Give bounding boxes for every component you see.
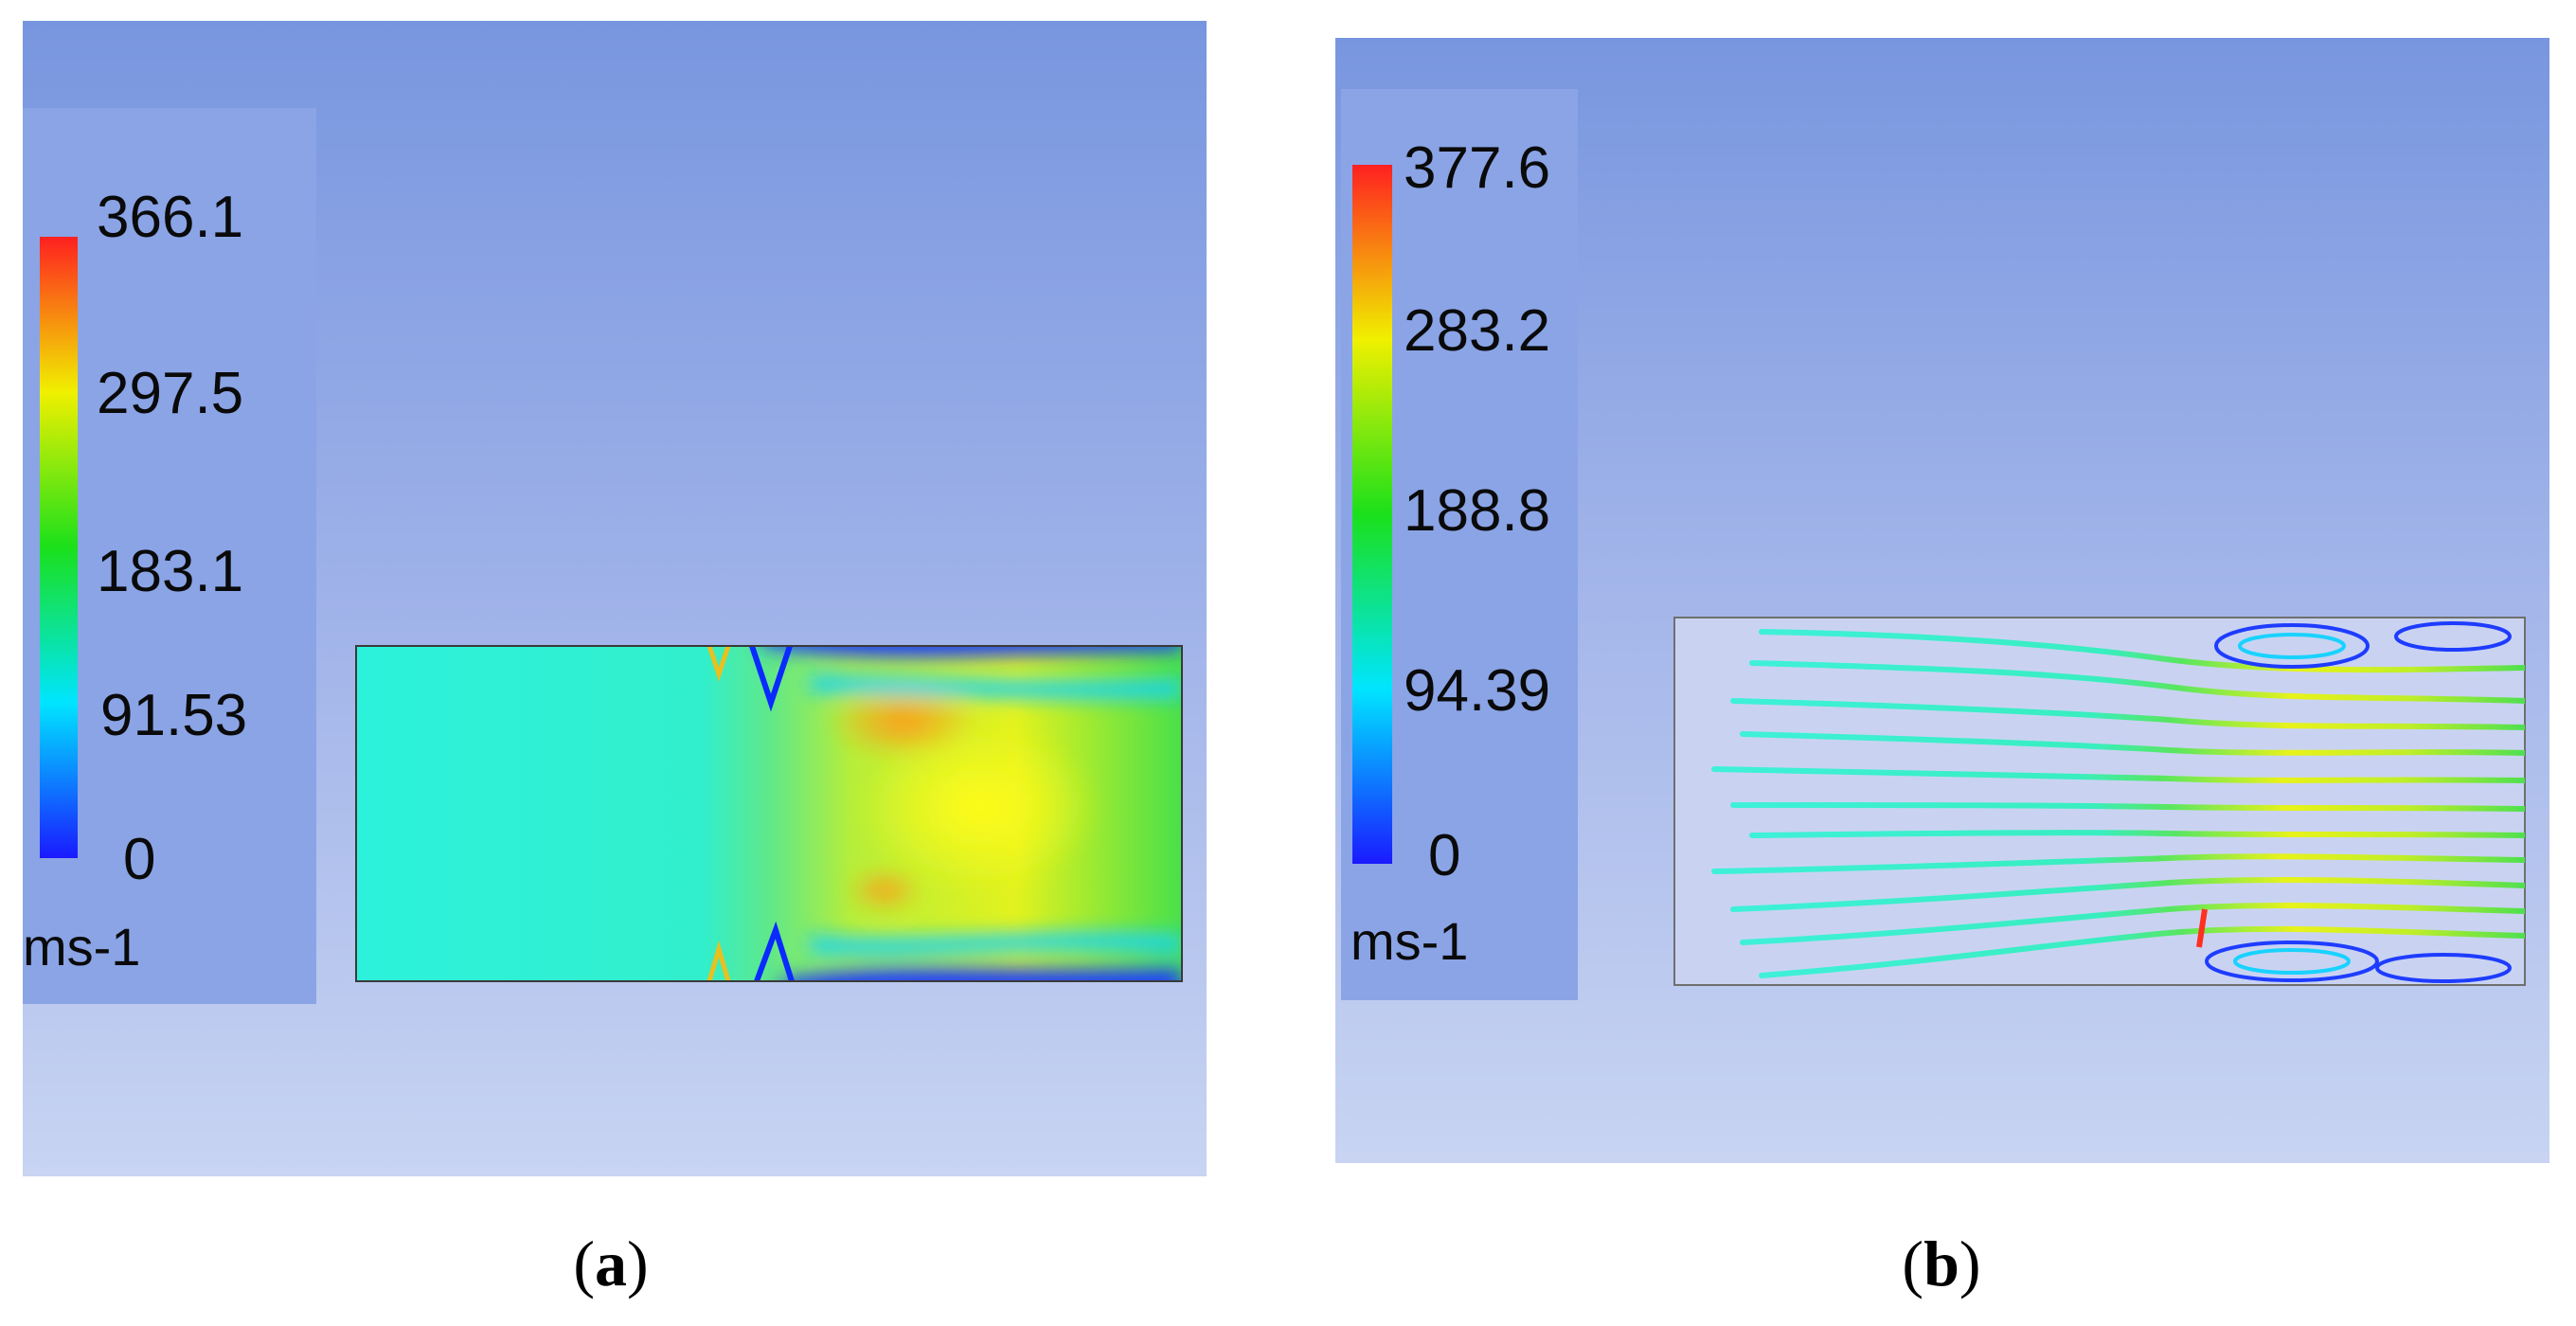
- panel-a-view: [23, 21, 1207, 1176]
- caption-a-letter: a: [595, 1227, 627, 1299]
- panel-b-legend-tick: 0: [1428, 823, 1461, 888]
- panel-a-legend-tick: 183.1: [97, 539, 244, 604]
- panel-b-colorbar: [1352, 165, 1392, 864]
- caption-a-open: (: [573, 1227, 595, 1299]
- panel-a-legend-unit: ms-1: [23, 917, 141, 977]
- panel-b-legend-tick: 377.6: [1404, 135, 1551, 201]
- panel-b-legend-tick: 283.2: [1404, 298, 1551, 364]
- panel-b-vortices: [2196, 621, 2512, 983]
- panel-a-colorbar: [40, 237, 78, 858]
- caption-b-open: (: [1902, 1227, 1924, 1299]
- caption-b: (b): [1902, 1231, 1980, 1296]
- panel-b-legend-tick: 188.8: [1404, 478, 1551, 544]
- panel-a: 366.1 297.5 183.1 91.53 0 ms-1: [23, 21, 1207, 1176]
- caption-a-close: ): [627, 1227, 649, 1299]
- panel-b-streamlines: [1711, 629, 2525, 978]
- panel-a-legend-tick: 0: [123, 827, 156, 892]
- caption-a: (a): [573, 1231, 648, 1296]
- panel-a-legend-tick: 366.1: [97, 185, 244, 250]
- panel-a-flow-field: [356, 646, 1182, 981]
- caption-b-letter: b: [1923, 1227, 1959, 1299]
- caption-b-close: ): [1959, 1227, 1981, 1299]
- panel-b: 377.6 283.2 188.8 94.39 0 ms-1: [1335, 38, 2549, 1163]
- panel-b-legend-unit: ms-1: [1351, 911, 1469, 971]
- panel-b-legend-tick: 94.39: [1404, 658, 1551, 724]
- panel-a-legend-tick: 297.5: [97, 361, 244, 426]
- panel-b-view: [1335, 38, 2549, 1163]
- panel-a-legend-tick: 91.53: [100, 683, 248, 748]
